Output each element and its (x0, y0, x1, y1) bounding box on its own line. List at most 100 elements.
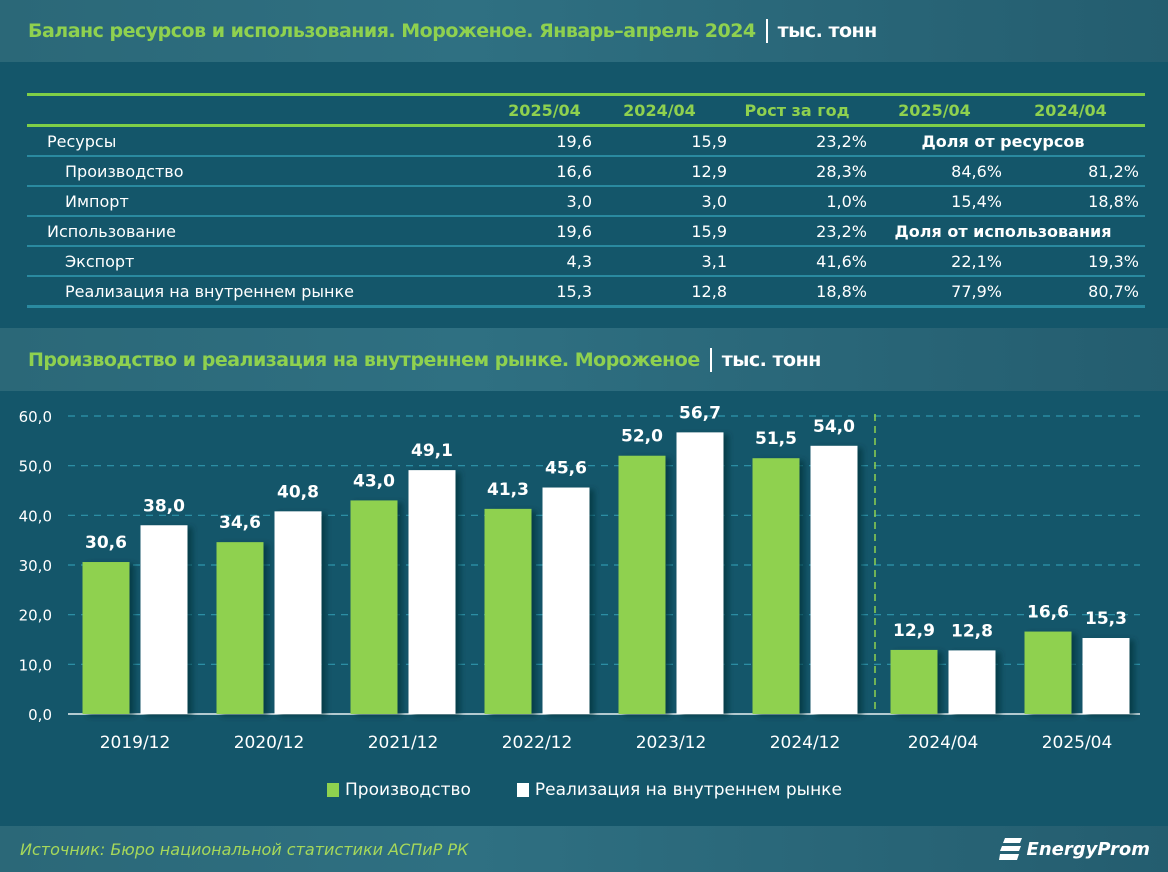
page-title: Баланс ресурсов и использования. Морожен… (28, 20, 756, 42)
cell: 12,8 (691, 281, 727, 301)
bar-domestic-sales (274, 511, 322, 714)
balance-table: 2025/04 2024/04 Рост за год 2025/04 2024… (27, 93, 1145, 308)
x-tick-label: 2024/04 (908, 733, 979, 753)
data-label: 30,6 (85, 533, 127, 553)
legend-label: Реализация на внутреннем рынке (534, 780, 842, 800)
cell: 15,9 (691, 221, 727, 241)
bar-production (484, 508, 532, 714)
cell: 81,2% (1088, 161, 1139, 181)
bar-domestic-sales (408, 470, 456, 714)
legend-swatch-green (327, 783, 339, 797)
chart-banner: Производство и реализация на внутреннем … (0, 328, 1168, 391)
col-header: 2024/04 (1034, 100, 1107, 120)
bar-production (350, 500, 398, 714)
logo-mark-icon (998, 838, 1022, 860)
bar-domestic-sales (542, 487, 590, 714)
cell: 16,6 (556, 161, 592, 181)
title-separator (709, 347, 712, 372)
energyprom-logo: EnergyProm (998, 836, 1150, 862)
bar-domestic-sales (676, 432, 724, 714)
bar-production (82, 562, 130, 714)
bar-domestic-sales (948, 650, 996, 714)
legend-swatch-white (516, 783, 529, 797)
row-label: Ресурсы (47, 131, 117, 151)
x-tick-label: 2020/12 (234, 733, 305, 753)
footer: Источник: Бюро национальной статистики А… (0, 826, 1168, 872)
bar-domestic-sales (140, 525, 188, 714)
row-label: Производство (65, 161, 184, 181)
logo-text: EnergyProm (1026, 838, 1150, 860)
data-label: 15,3 (1085, 609, 1127, 629)
data-label: 16,6 (1027, 603, 1069, 623)
table-row: Ресурсы 19,6 15,9 23,2% Доля от ресурсов (27, 127, 1145, 157)
col-header: 2024/04 (623, 100, 696, 120)
cell: 15,9 (691, 131, 727, 151)
table-top-rule (27, 93, 1145, 96)
table-header-row: 2025/04 2024/04 Рост за год 2025/04 2024… (27, 96, 1145, 124)
data-label: 43,0 (353, 471, 395, 491)
x-tick-label: 2019/12 (100, 733, 171, 753)
cell: 84,6% (951, 161, 1002, 181)
y-tick-label: 60,0 (19, 408, 52, 426)
cell: 18,8% (1088, 191, 1139, 211)
data-label: 45,6 (545, 459, 587, 479)
cell: 41,6% (816, 251, 867, 271)
data-label: 40,8 (277, 482, 319, 502)
cell: 28,3% (816, 161, 867, 181)
cell: 19,3% (1088, 251, 1139, 271)
bar-domestic-sales (1082, 638, 1130, 714)
data-label: 54,0 (813, 417, 855, 437)
cell: 19,6 (556, 131, 592, 151)
bar-production (752, 458, 800, 714)
table-row: Импорт 3,0 3,0 1,0% 15,4% 18,8% (27, 187, 1145, 217)
cell: 12,9 (691, 161, 727, 181)
table-row: Экспорт 4,3 3,1 41,6% 22,1% 19,3% (27, 247, 1145, 277)
y-tick-label: 0,0 (28, 706, 52, 724)
data-label: 52,0 (621, 427, 663, 447)
source-note: Источник: Бюро национальной статистики А… (20, 839, 469, 859)
table-header-rule (27, 124, 1145, 127)
legend-item-production: Производство (327, 780, 471, 800)
y-tick-label: 10,0 (19, 656, 52, 674)
share-subheader: Доля от использования (894, 221, 1112, 241)
table-row: Использование 19,6 15,9 23,2% Доля от ис… (27, 217, 1145, 247)
table-row: Реализация на внутреннем рынке 15,3 12,8… (27, 277, 1145, 308)
y-tick-label: 30,0 (19, 557, 52, 575)
x-tick-label: 2022/12 (502, 733, 573, 753)
cell: 19,6 (556, 221, 592, 241)
cell: 4,3 (566, 251, 592, 271)
data-label: 34,6 (219, 513, 261, 533)
data-label: 56,7 (679, 403, 721, 423)
cell: 80,7% (1088, 281, 1139, 301)
bar-production (216, 542, 264, 714)
y-tick-label: 20,0 (19, 607, 52, 625)
data-label: 51,5 (755, 429, 797, 449)
cell: 3,1 (701, 251, 727, 271)
col-header: Рост за год (744, 100, 850, 120)
col-header: 2025/04 (508, 100, 581, 120)
col-header: 2025/04 (898, 100, 971, 120)
bar-chart: 0,0 10,0 20,0 30,0 40,0 50,0 60,0 30,6 38,0 2019/… (19, 403, 1140, 753)
data-label: 41,3 (487, 480, 529, 500)
x-tick-label: 2023/12 (636, 733, 707, 753)
cell: 23,2% (816, 131, 867, 151)
chart-unit-label: тыс. тонн (721, 348, 822, 371)
data-label: 38,0 (143, 496, 185, 516)
cell: 77,9% (951, 281, 1002, 301)
share-subheader: Доля от ресурсов (921, 131, 1085, 151)
cell: 3,0 (701, 191, 727, 211)
cell: 15,4% (951, 191, 1002, 211)
cell: 3,0 (566, 191, 592, 211)
row-label: Использование (47, 221, 176, 241)
bar-domestic-sales (810, 445, 858, 714)
row-label: Импорт (65, 191, 129, 211)
unit-label: тыс. тонн (777, 20, 878, 42)
data-label: 12,8 (951, 621, 993, 641)
bar-production (890, 649, 938, 714)
x-tick-label: 2025/04 (1042, 733, 1113, 753)
cell: 23,2% (816, 221, 867, 241)
bar-production (618, 455, 666, 714)
row-label: Реализация на внутреннем рынке (65, 281, 354, 301)
row-label: Экспорт (65, 251, 135, 271)
cell: 1,0% (826, 191, 867, 211)
